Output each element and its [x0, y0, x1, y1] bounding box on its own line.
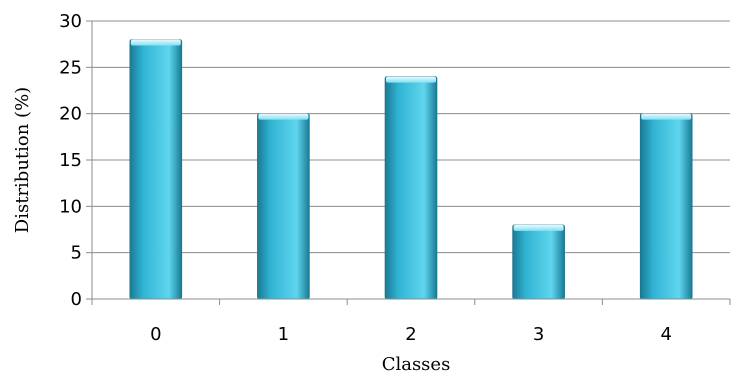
axes	[91, 21, 731, 305]
bar	[639, 113, 693, 300]
x-tick-label: 3	[533, 324, 544, 345]
y-tick-label: 10	[59, 196, 82, 217]
x-tick-labels: 0 1 2 3 4	[150, 324, 672, 345]
bar-highlight	[258, 113, 309, 120]
bar-body	[257, 113, 310, 300]
bar-body	[129, 39, 183, 300]
bar	[512, 224, 565, 300]
bar-body	[639, 113, 693, 300]
y-axis-title: Distribution (%)	[12, 87, 33, 233]
y-tick-label: 0	[71, 289, 82, 310]
bar-highlight	[386, 76, 436, 83]
y-tick-labels: 0 5 10 15 20 25 30	[59, 11, 82, 310]
x-tick-label: 2	[405, 324, 416, 345]
bar	[129, 39, 183, 300]
x-tick-label: 4	[660, 324, 671, 345]
y-tick-label: 30	[59, 11, 82, 32]
y-tick-label: 20	[59, 104, 82, 125]
bar-highlight	[130, 39, 181, 46]
x-tick-label: 1	[278, 324, 289, 345]
y-tick-label: 15	[59, 150, 82, 171]
bar	[257, 113, 310, 300]
bar-body	[384, 76, 438, 300]
bar-highlight	[513, 224, 564, 231]
y-tick-label: 25	[59, 57, 82, 78]
x-axis-title: Classes	[382, 354, 451, 375]
bar-highlight	[641, 113, 692, 120]
bar-body	[512, 224, 565, 300]
bar	[384, 76, 438, 300]
x-tick-label: 0	[150, 324, 161, 345]
y-tick-label: 5	[71, 243, 82, 264]
bars	[129, 39, 693, 300]
